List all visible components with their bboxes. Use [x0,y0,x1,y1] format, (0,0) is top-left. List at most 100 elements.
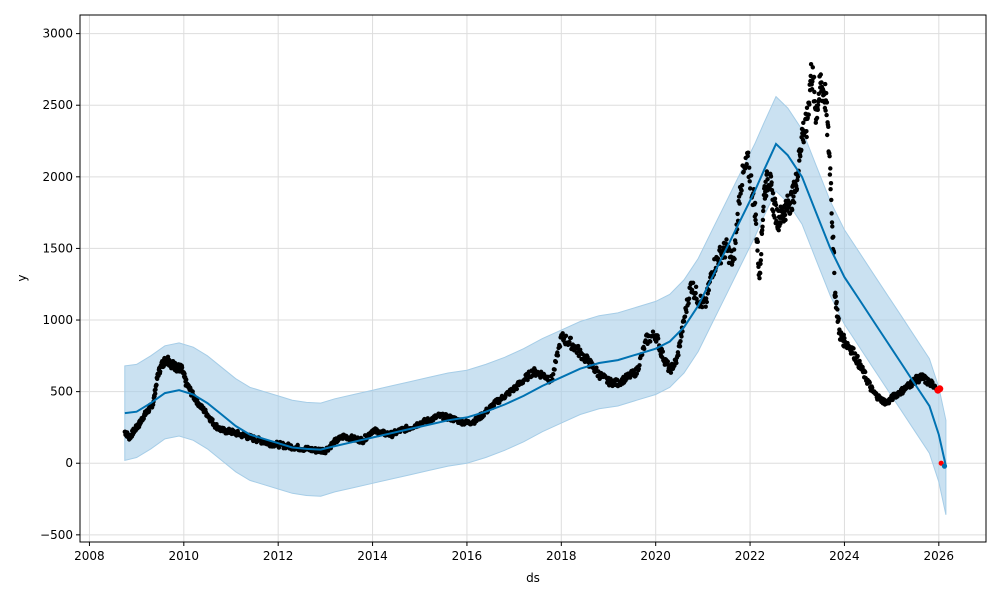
x-tick-label: 2014 [357,549,388,563]
observed-point [568,335,573,341]
observed-point [812,89,817,95]
observed-point [179,365,185,370]
observed-point [648,339,653,344]
observed-point [295,442,300,448]
observed-point [769,180,774,185]
observed-point [184,377,189,382]
observed-point [804,134,809,140]
observed-point [764,169,770,174]
observed-point [762,184,767,189]
observed-point [678,339,683,344]
observed-point [810,79,815,84]
x-tick-label: 2008 [74,549,105,563]
observed-point [679,334,684,339]
observed-point [634,371,639,376]
y-axis-ticks: −500 0 500 1000 1500 2000 2500 3000 [40,27,80,542]
observed-point [731,247,737,252]
observed-point [770,191,776,196]
observed-point [829,197,834,203]
x-tick-label: 2010 [169,549,200,563]
observed-point [828,187,833,192]
observed-point [737,201,742,206]
observed-point [226,426,232,431]
observed-point [563,333,569,338]
observed-point [741,169,746,174]
observed-point [642,346,647,351]
observed-point [576,353,581,359]
observed-point [650,329,656,334]
observed-point [785,193,790,198]
observed-point [758,261,763,266]
observed-point [818,72,823,77]
observed-point [555,353,561,358]
observed-point [552,367,557,372]
observed-point [755,248,760,253]
observed-point [801,140,806,145]
observed-point [773,202,779,208]
y-tick-label: 1000 [42,313,73,327]
observed-point [814,115,820,121]
observed-points-layer [122,61,948,469]
observed-point [746,150,751,155]
observed-point [772,196,778,201]
observed-point [806,112,811,117]
observed-point [682,314,688,319]
observed-point [804,129,809,134]
observed-point [768,174,774,179]
observed-point [807,102,812,107]
observed-point [810,65,815,70]
observed-point [585,354,590,360]
observed-point [514,386,519,392]
observed-point [686,301,691,306]
observed-point [745,153,750,159]
observed-point [690,280,696,285]
observed-point [722,255,728,260]
observed-point [804,105,810,111]
observed-point [798,154,803,159]
observed-point [851,346,856,351]
observed-point [825,132,830,138]
observed-point [755,239,760,244]
observed-point [684,309,689,315]
observed-point [783,217,788,223]
observed-point [576,343,581,349]
observed-point [182,371,187,376]
observed-point [930,380,935,385]
observed-point [154,382,159,388]
observed-point [799,147,804,153]
observed-point [717,244,723,250]
observed-point [747,179,752,184]
x-tick-label: 2012 [263,549,294,563]
observed-point [703,304,708,309]
observed-point [757,276,762,281]
observed-point [824,112,829,118]
observed-point [828,166,833,171]
observed-point [833,290,838,295]
observed-point [826,124,831,129]
observed-point [723,241,729,246]
observed-point [735,211,740,217]
observed-point [753,221,759,226]
observed-point [507,392,512,397]
observed-point [835,307,840,312]
x-tick-label: 2022 [735,549,766,563]
observed-point [636,366,641,371]
observed-point [761,204,766,209]
y-tick-label: 1500 [42,241,73,255]
observed-point [153,391,158,396]
observed-point [776,228,781,233]
y-axis-label: y [15,274,29,281]
y-tick-label: 0 [65,456,73,470]
observed-point [656,336,661,341]
observed-point [771,209,776,214]
observed-point [831,234,836,239]
observed-point [693,290,698,296]
observed-point [765,177,770,182]
observed-point [778,221,783,226]
observed-point [857,358,862,364]
observed-point [276,445,282,450]
observed-point [676,353,681,358]
observed-point [700,304,705,310]
observed-point [794,186,800,192]
observed-point [759,231,765,236]
